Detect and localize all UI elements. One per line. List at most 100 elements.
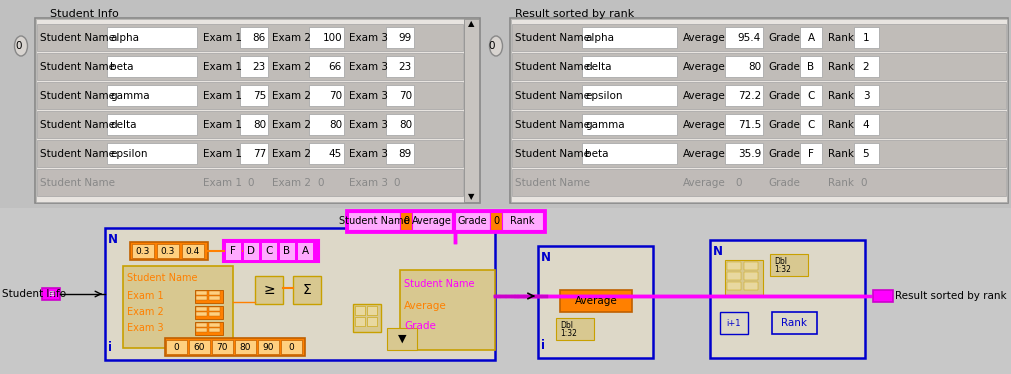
Text: Student Name: Student Name — [515, 148, 589, 159]
Ellipse shape — [489, 36, 502, 56]
Text: 1:32: 1:32 — [559, 328, 576, 337]
Bar — [189, 340, 210, 354]
Text: Grade: Grade — [767, 33, 799, 43]
Text: i+1: i+1 — [726, 319, 740, 328]
Bar — [240, 143, 268, 164]
Bar — [512, 140, 1005, 167]
Text: 0.3: 0.3 — [135, 246, 150, 255]
Bar — [743, 282, 757, 290]
Text: Grade: Grade — [767, 91, 799, 101]
Bar — [279, 242, 295, 260]
Bar — [853, 114, 879, 135]
Bar — [581, 114, 676, 135]
Text: Student Name: Student Name — [40, 91, 115, 101]
Text: 70: 70 — [398, 91, 411, 101]
Bar — [107, 27, 197, 48]
Bar — [743, 262, 757, 270]
Text: gamma: gamma — [110, 91, 150, 101]
Bar — [261, 242, 277, 260]
Text: ▼: ▼ — [467, 193, 474, 202]
Text: 3: 3 — [861, 91, 868, 101]
Text: F: F — [807, 148, 813, 159]
Bar — [724, 260, 762, 295]
Text: 86: 86 — [253, 33, 266, 43]
Text: Student Name: Student Name — [339, 216, 408, 226]
Bar — [308, 27, 344, 48]
Bar — [255, 276, 283, 304]
Bar — [42, 288, 60, 300]
Text: delta: delta — [110, 120, 136, 129]
Bar — [37, 169, 463, 196]
Text: epsilon: epsilon — [110, 148, 148, 159]
Text: i: i — [541, 339, 545, 352]
Bar — [35, 18, 479, 203]
Text: 75: 75 — [253, 91, 266, 101]
Text: Student Name: Student Name — [515, 91, 589, 101]
Bar — [399, 270, 494, 350]
Bar — [512, 111, 1005, 138]
Bar — [581, 27, 676, 48]
Bar — [105, 228, 494, 360]
Text: Exam 3: Exam 3 — [349, 178, 387, 187]
Bar — [385, 143, 413, 164]
Bar — [385, 56, 413, 77]
Bar — [37, 24, 463, 51]
Bar — [581, 143, 676, 164]
Bar — [348, 212, 399, 230]
Text: Average: Average — [682, 61, 725, 71]
Text: Average: Average — [682, 148, 725, 159]
Bar — [512, 169, 1005, 196]
Bar — [258, 340, 279, 354]
Bar — [726, 272, 740, 280]
Text: 80: 80 — [239, 343, 251, 352]
Bar — [719, 312, 747, 334]
Bar — [800, 85, 821, 106]
Text: 0: 0 — [288, 343, 293, 352]
Text: delta: delta — [584, 61, 611, 71]
Bar — [538, 246, 652, 358]
Text: alpha: alpha — [110, 33, 139, 43]
Text: Result sorted by rank: Result sorted by rank — [515, 9, 634, 19]
Bar — [726, 282, 740, 290]
Text: Grade: Grade — [767, 120, 799, 129]
Bar — [0, 208, 1011, 374]
Bar — [724, 143, 762, 164]
Text: Student Name: Student Name — [126, 273, 197, 283]
Bar — [296, 242, 312, 260]
Text: 2: 2 — [861, 61, 868, 71]
Bar — [743, 272, 757, 280]
Bar — [196, 296, 207, 300]
Text: Dbl: Dbl — [559, 321, 572, 329]
Text: i: i — [108, 341, 112, 354]
Text: A: A — [807, 33, 814, 43]
Bar — [510, 18, 1007, 203]
Text: Student Name: Student Name — [403, 279, 474, 289]
Bar — [107, 85, 197, 106]
Text: Exam 3: Exam 3 — [126, 323, 164, 333]
Bar — [853, 85, 879, 106]
Text: Exam 2: Exam 2 — [272, 61, 310, 71]
Bar — [399, 212, 411, 230]
Bar — [157, 244, 179, 258]
Text: beta: beta — [110, 61, 133, 71]
Text: 0: 0 — [173, 343, 179, 352]
Bar — [872, 290, 892, 302]
Text: F: F — [229, 246, 236, 256]
Bar — [489, 212, 501, 230]
Text: 77: 77 — [253, 148, 266, 159]
Bar — [853, 27, 879, 48]
Text: Rank: Rank — [510, 216, 534, 226]
Text: Rank: Rank — [827, 148, 853, 159]
Bar — [411, 212, 452, 230]
Bar — [512, 24, 1005, 51]
Text: 72.2: 72.2 — [737, 91, 760, 101]
Text: ⊞: ⊞ — [48, 291, 54, 297]
Text: 90: 90 — [262, 343, 274, 352]
Bar — [240, 56, 268, 77]
Bar — [107, 56, 197, 77]
Text: Grade: Grade — [457, 216, 487, 226]
Bar — [209, 296, 219, 300]
Bar — [243, 242, 259, 260]
Bar — [131, 244, 154, 258]
Text: 80: 80 — [329, 120, 342, 129]
